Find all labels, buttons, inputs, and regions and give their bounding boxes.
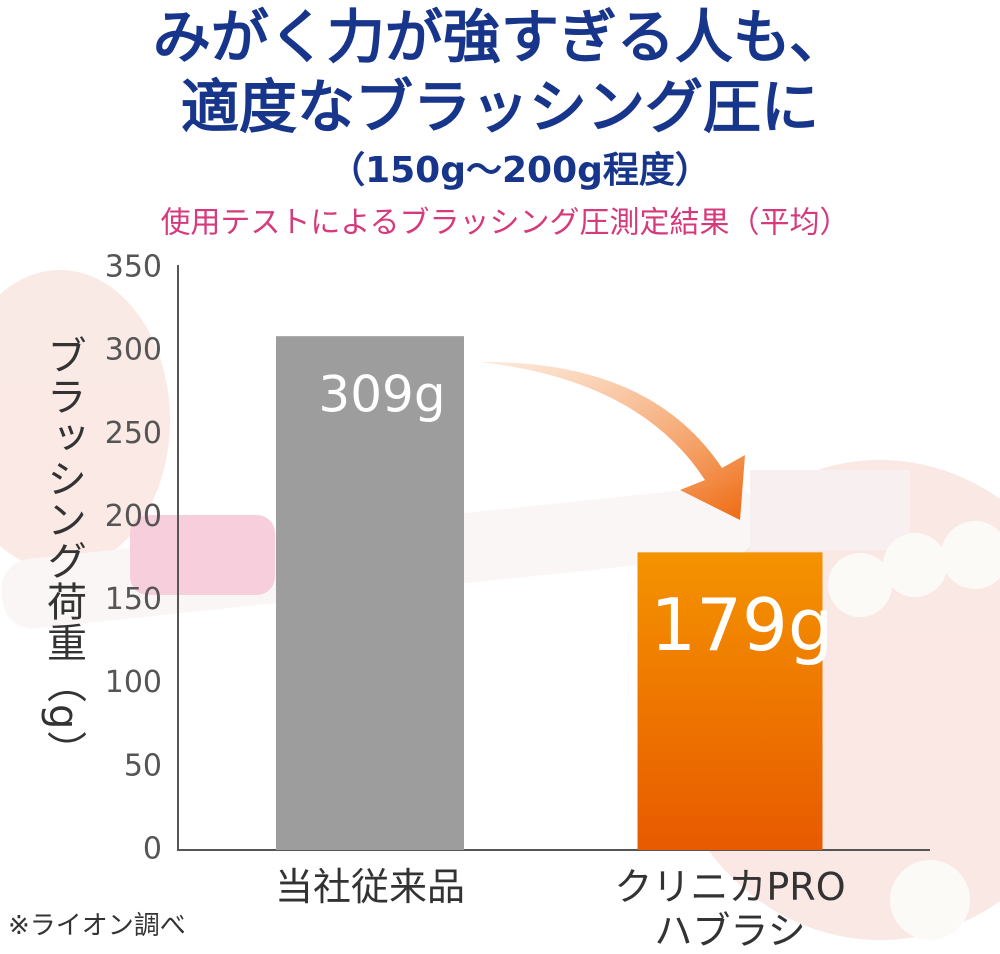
y-axis-label: ブラッシング荷重（g） — [40, 335, 86, 772]
subtitle: （150g〜200g程度） — [329, 150, 711, 191]
value-label: 179g — [650, 583, 833, 667]
bar — [637, 552, 823, 850]
y-tick-label: 200 — [105, 499, 162, 534]
title-line: 適度なブラッシング圧に — [181, 73, 819, 141]
arrow — [480, 361, 745, 520]
y-tick-label: 0 — [143, 832, 162, 867]
y-tick-label: 250 — [105, 416, 162, 451]
title-line: みがく力が強すぎる人も、 — [153, 3, 847, 71]
value-label: 309g — [318, 366, 445, 424]
y-tick-label: 150 — [105, 582, 162, 617]
y-tick-label: 350 — [105, 250, 162, 285]
x-tick-label: 当社従来品 — [274, 865, 465, 909]
y-tick-label: 100 — [105, 665, 162, 700]
caption: 使用テストによるブラッシング圧測定結果（平均） — [160, 206, 849, 241]
footnote: ※ライオン調べ — [8, 911, 186, 941]
bar — [276, 336, 464, 851]
y-tick-label: 300 — [105, 333, 162, 368]
x-tick-label: クリニカPRO ハブラシ — [614, 865, 846, 953]
y-tick-label: 50 — [124, 748, 162, 783]
